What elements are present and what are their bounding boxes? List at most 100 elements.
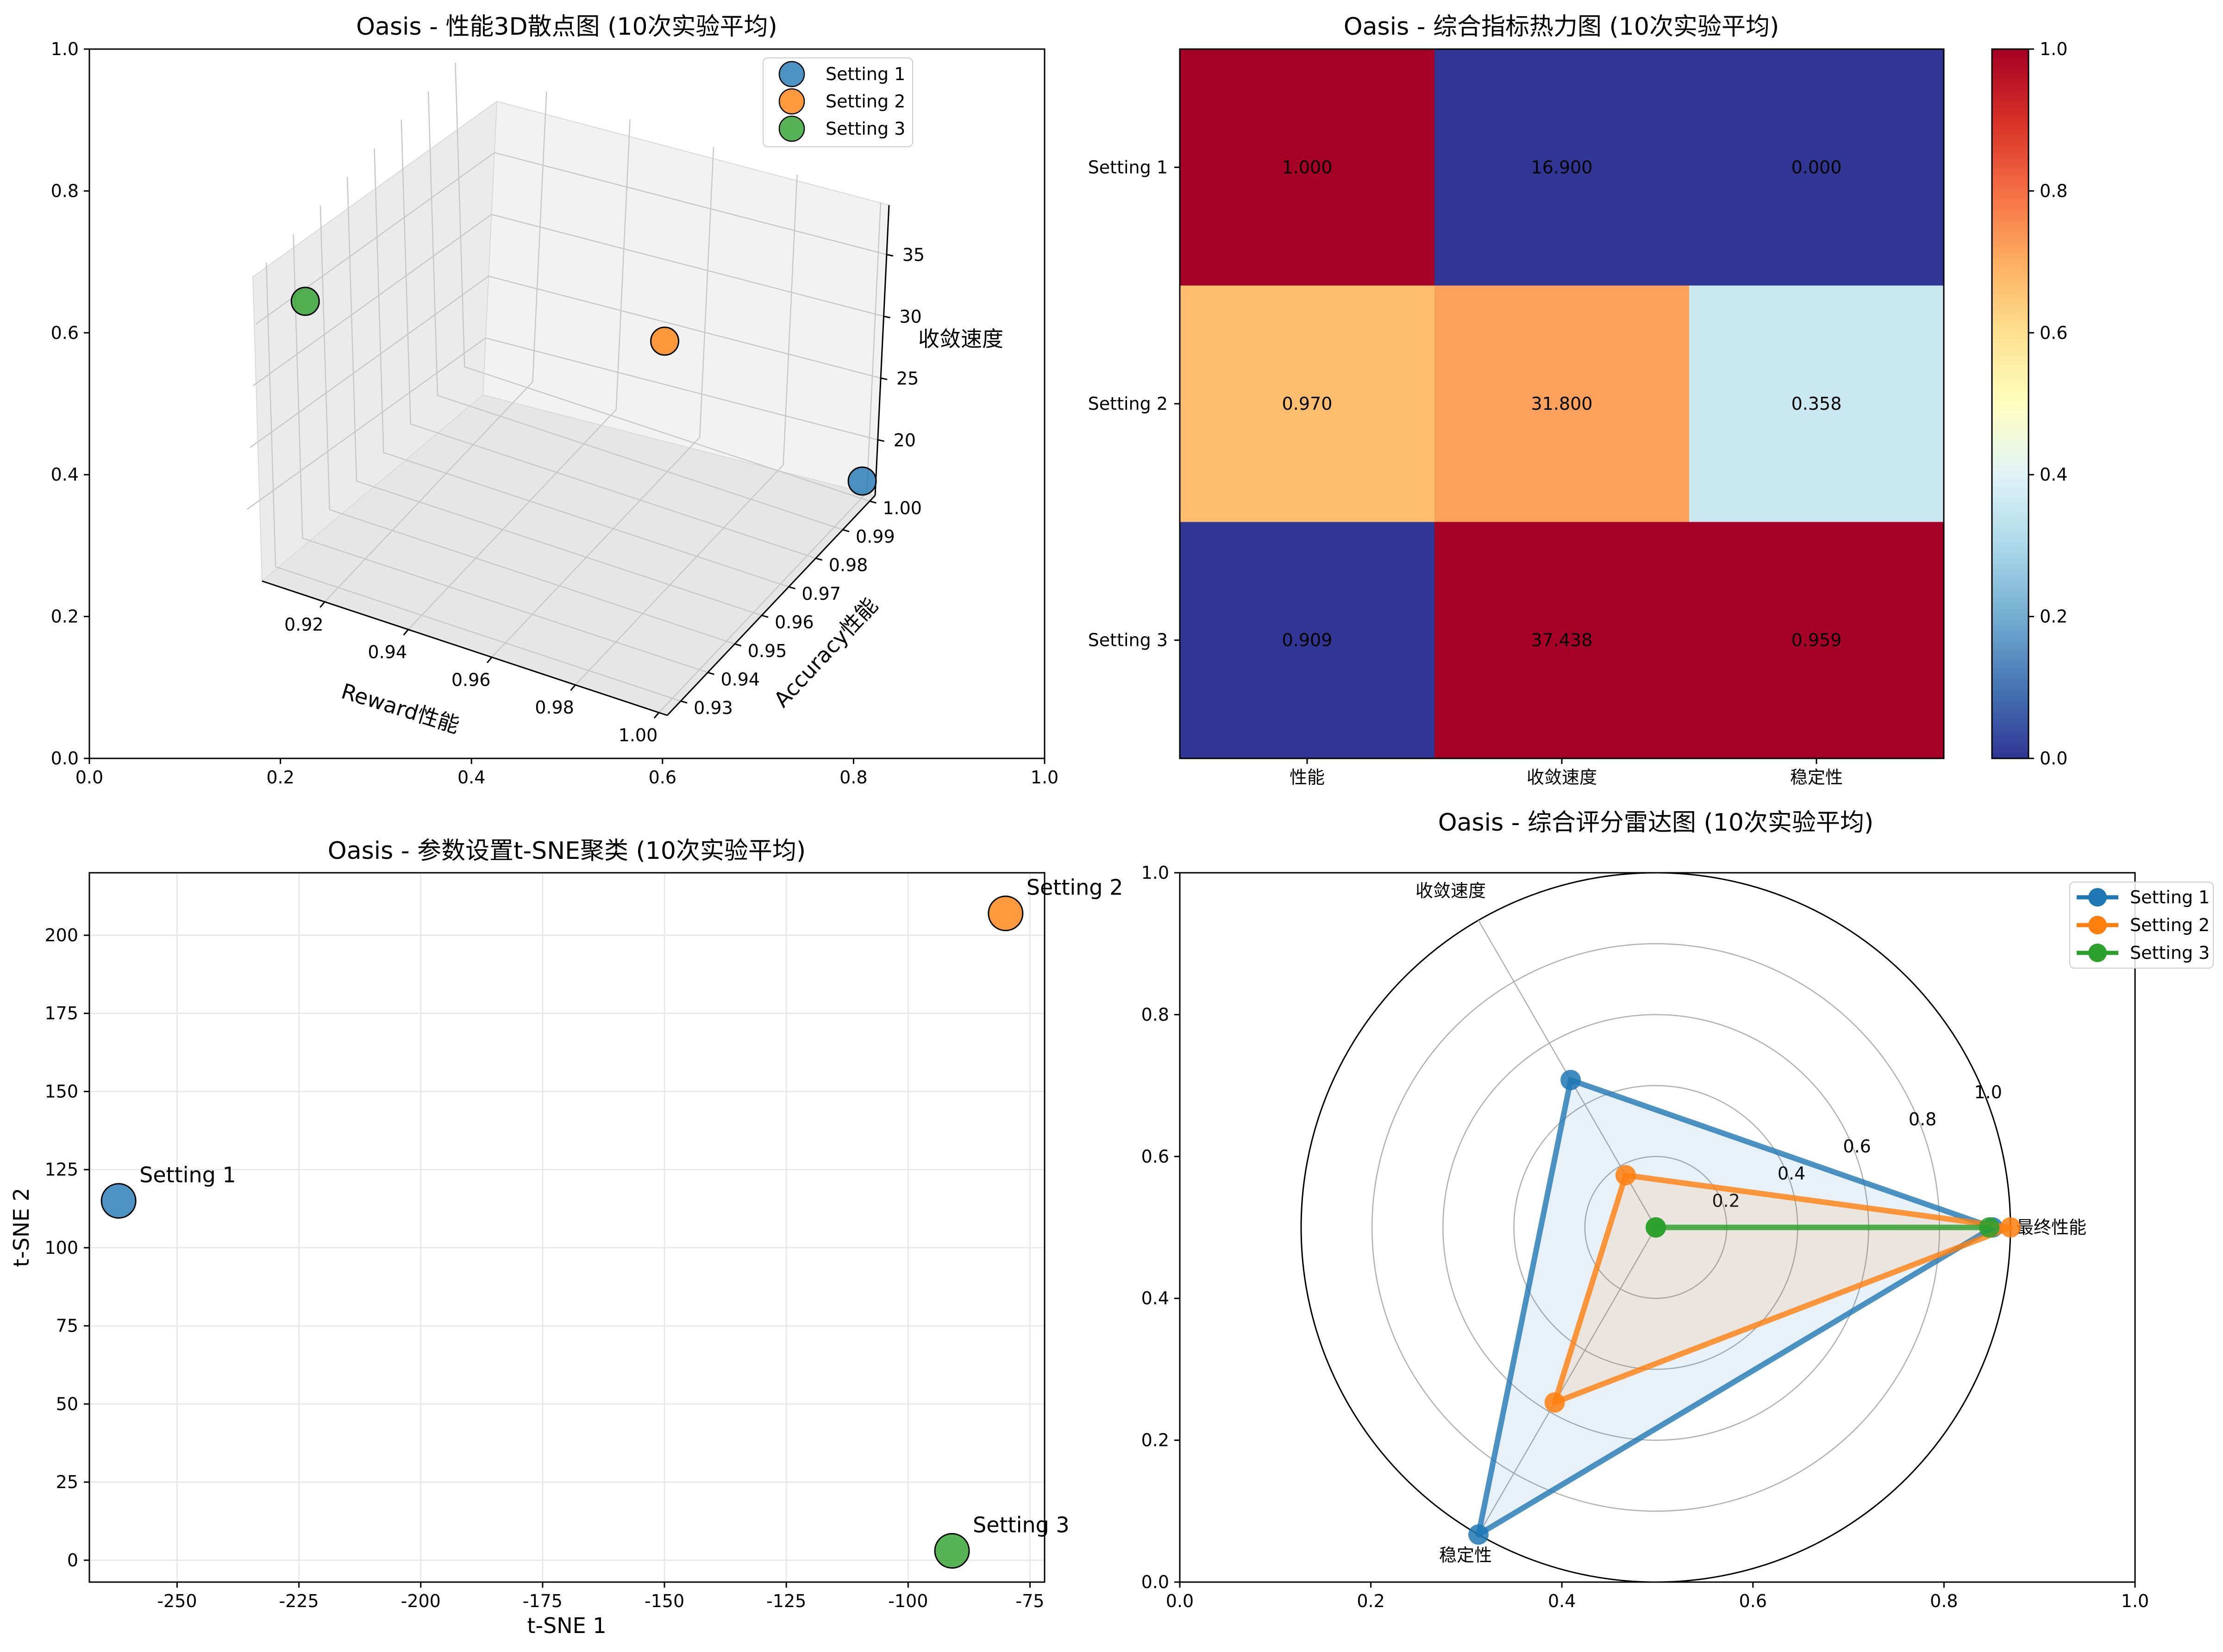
y-tick-label: 0.93 [694,698,733,718]
tsne-x-tick-label: -225 [279,1591,319,1611]
radar-panel: Oasis - 综合评分雷达图 (10次实验平均) 0.0 0.2 0.4 0.6 0.… [1141,809,2214,1611]
x-tick-mark [319,601,326,608]
legend-marker-setting-3 [778,115,805,142]
radar-outer-x-tick-label: 1.0 [2121,1591,2149,1611]
y-gridline [293,234,708,673]
colorbar-tick-label: 0.2 [2040,607,2067,627]
scatter-3d-panel: Oasis - 性能3D散点图 (10次实验平均) 0.0 0.2 0.4 0.6 0.… [51,13,1059,788]
z-axis-line [874,205,890,496]
heatmap-cell-label: 37.438 [1531,630,1593,651]
scatter-3d-point-1 [847,466,877,496]
radar-outer-x-tick-label: 0.6 [1739,1591,1767,1611]
radar-fill-setting-1 [1478,1080,1993,1535]
y-gridline [319,205,735,645]
x-tick-mark [653,712,660,719]
outer-x-tick-label: 0.8 [839,767,867,788]
tsne-frame [88,872,1046,1583]
y-tick-mark [734,643,742,647]
radar-line-setting-1 [1476,1077,1996,1538]
heatmap-x-tick-label: 性能 [1290,767,1325,788]
z-tick-mark [883,315,890,319]
radar-legend-frame [2069,882,2214,969]
tsne-point-annotation: Setting 3 [973,1513,1070,1538]
outer-y-tick-label: 0.6 [51,323,79,343]
heatmap-cell [1434,522,1690,759]
heatmap-cell [1434,49,1690,286]
radar-outer-x-tick-label: 0.2 [1357,1591,1384,1611]
heatmap-cell-label: 0.959 [1791,630,1842,651]
y-tick-label: 1.00 [883,498,922,518]
tsne-point-annotation: Setting 1 [139,1163,236,1188]
radar-legend-label-setting-1: Setting 1 [2130,887,2210,907]
y-tick-label: 0.97 [802,583,841,604]
z-tick-mark [880,377,888,380]
legend-label-setting-2: Setting 2 [826,91,905,112]
heatmap-ticks: 性能 收敛速度 稳定性 Setting 1 Setting 2 Setting 3 [1088,157,1843,788]
scatter-3d-outer-x-ticks: 0.0 0.2 0.4 0.6 0.8 1.0 [75,758,1058,788]
radar-outer-y-tick-label: 0.0 [1141,1572,1169,1592]
radar-marker-setting-2 [2000,1217,2021,1238]
radar-outer-x-tick-label: 0.4 [1548,1591,1576,1611]
radar-outer-y-tick-label: 0.6 [1141,1146,1169,1167]
tsne-y-tick-label: 125 [44,1159,78,1180]
radar-title: Oasis - 综合评分雷达图 (10次实验平均) [1438,809,1874,837]
x-axis-line [262,580,668,716]
heatmap-cell-label: 0.000 [1791,157,1842,177]
radar-outer-x-tick-label: 0.8 [1930,1591,1958,1611]
heatmap-cells: 1.000 16.900 0.000 0.970 31.800 0.358 0.909 37.… [1180,49,1944,759]
tsne-gridlines [89,873,1045,1582]
tsne-points: Setting 1 Setting 2 Setting 3 [100,875,1123,1569]
tsne-x-tick-label: -125 [766,1591,806,1611]
radar-marker-setting-2 [1615,1165,1636,1186]
colorbar [1991,48,2029,759]
scatter-3d-outer-y-ticks: 0.0 0.2 0.4 0.6 0.8 1.0 [51,39,89,769]
tsne-point-1 [100,1183,137,1219]
outer-y-tick-label: 1.0 [51,39,79,59]
y-gridline [427,91,843,531]
radar-legend-label-setting-2: Setting 2 [2130,915,2210,935]
heatmap-cell [1689,522,1944,759]
y-tick-label: 0.94 [720,669,760,689]
legend-label-setting-1: Setting 1 [826,64,905,84]
heatmap-y-tick-label: Setting 1 [1088,157,1168,177]
radar-legend-marker-setting-1 [2088,888,2107,907]
outer-x-tick-label: 0.2 [266,767,294,788]
radar-outer-x-tick-label: 0.0 [1166,1591,1194,1611]
scatter-3d-axis-ticks: 0.92 0.94 0.96 0.98 1.00 0.93 0.94 0.95 0.96 0.97… [284,245,925,745]
radar-marker-setting-1 [1560,1070,1581,1090]
radar-outer-y-tick-label: 0.4 [1141,1288,1169,1308]
heatmap-cell-label: 31.800 [1531,394,1593,414]
tsne-y-tick-label: 100 [44,1238,78,1258]
legend-marker-setting-1 [778,61,805,88]
heatmap-cell [1180,49,1435,286]
radar-radial-tick-label: 0.4 [1778,1164,1805,1184]
radar-legend: Setting 1 Setting 2 Setting 3 [2069,882,2214,969]
y-tick-mark [869,500,877,504]
radar-spoke [1478,1227,1657,1535]
heatmap-cell [1180,285,1435,522]
heatmap-cell [1689,285,1944,522]
radar-outer-y-tick-label: 0.2 [1141,1430,1169,1451]
z-tick-label: 35 [902,245,925,265]
z-axis-label: 收敛速度 [918,326,1003,351]
heatmap-cell-label: 16.900 [1531,157,1593,177]
z-tick-mark [886,254,894,257]
scatter-3d-point-2 [650,326,680,356]
x-tick-label: 0.94 [368,642,407,663]
y-tick-label: 0.96 [775,612,814,632]
z-tick-label: 20 [894,430,916,451]
outer-x-tick-label: 1.0 [1031,767,1058,788]
heatmap-cell [1689,49,1944,286]
x-gridline [491,147,714,658]
radar-axis-label: 稳定性 [1439,1545,1492,1565]
scatter-3d-legend: Setting 1 Setting 2 Setting 3 [763,57,913,147]
radar-legend-label-setting-3: Setting 3 [2130,943,2210,963]
radar-series [1468,1070,2021,1545]
colorbar-tick-label: 0.6 [2040,323,2067,343]
z-tick-label: 25 [896,369,919,389]
scatter-3d-title: Oasis - 性能3D散点图 (10次实验平均) [356,13,777,41]
tsne-x-tick-label: -175 [523,1591,563,1611]
y-gridline [374,148,789,588]
tsne-x-tick-label: -75 [1015,1591,1044,1611]
